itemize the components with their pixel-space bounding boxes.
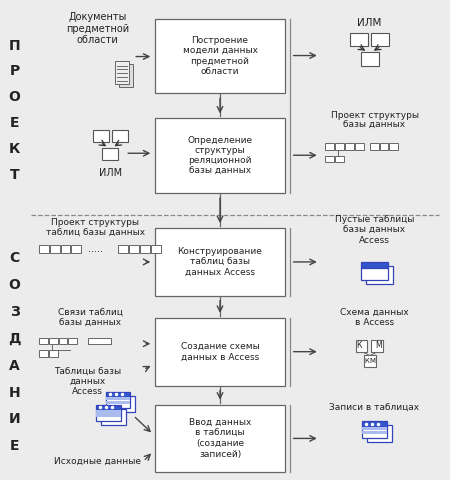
Bar bbox=[151, 245, 161, 253]
Bar bbox=[72, 245, 81, 253]
Text: К: К bbox=[364, 358, 369, 364]
Bar bbox=[50, 245, 59, 253]
Bar bbox=[371, 33, 389, 46]
Text: Создание схемы
данных в Access: Создание схемы данных в Access bbox=[180, 342, 259, 361]
Bar bbox=[39, 245, 49, 253]
FancyBboxPatch shape bbox=[362, 427, 387, 438]
FancyBboxPatch shape bbox=[364, 355, 376, 367]
Text: Проект структуры
базы данных: Проект структуры базы данных bbox=[331, 111, 418, 130]
FancyBboxPatch shape bbox=[361, 268, 388, 280]
Text: М: М bbox=[375, 341, 382, 350]
Text: Определение
структуры
реляционной
базы данных: Определение структуры реляционной базы д… bbox=[188, 136, 252, 176]
Bar bbox=[390, 144, 398, 150]
Text: Построение
модели данных
предметной
области: Построение модели данных предметной обла… bbox=[183, 36, 257, 76]
Text: ИЛМ: ИЛМ bbox=[99, 168, 122, 178]
FancyBboxPatch shape bbox=[155, 318, 285, 385]
Text: Документы
предметной
области: Документы предметной области bbox=[66, 12, 129, 45]
FancyBboxPatch shape bbox=[155, 405, 285, 472]
Text: М: М bbox=[370, 358, 376, 364]
Text: .....: ..... bbox=[88, 244, 103, 254]
Text: К: К bbox=[356, 341, 361, 350]
Bar bbox=[39, 350, 48, 357]
FancyBboxPatch shape bbox=[362, 421, 387, 427]
Text: Конструирование
таблиц базы
данных Access: Конструирование таблиц базы данных Acces… bbox=[178, 247, 262, 277]
Text: Проект структуры
таблиц базы данных: Проект структуры таблиц базы данных bbox=[46, 218, 145, 238]
FancyBboxPatch shape bbox=[367, 425, 392, 443]
FancyBboxPatch shape bbox=[96, 410, 121, 413]
FancyBboxPatch shape bbox=[155, 119, 285, 193]
Bar bbox=[379, 144, 388, 150]
Text: И: И bbox=[9, 412, 20, 426]
Text: Связи таблиц
базы данных: Связи таблиц базы данных bbox=[58, 308, 123, 327]
FancyBboxPatch shape bbox=[371, 340, 383, 351]
FancyBboxPatch shape bbox=[366, 266, 393, 284]
FancyBboxPatch shape bbox=[356, 340, 368, 351]
FancyBboxPatch shape bbox=[106, 397, 130, 400]
Bar bbox=[103, 148, 118, 160]
Bar bbox=[325, 144, 333, 150]
Text: Е: Е bbox=[10, 116, 19, 131]
Text: З: З bbox=[10, 305, 20, 319]
Bar bbox=[49, 350, 58, 357]
FancyBboxPatch shape bbox=[155, 19, 285, 94]
Bar bbox=[60, 245, 71, 253]
FancyBboxPatch shape bbox=[155, 228, 285, 296]
Bar bbox=[350, 33, 368, 46]
FancyBboxPatch shape bbox=[106, 401, 130, 404]
FancyBboxPatch shape bbox=[106, 397, 130, 408]
FancyBboxPatch shape bbox=[96, 405, 121, 410]
FancyBboxPatch shape bbox=[119, 64, 133, 87]
FancyBboxPatch shape bbox=[362, 427, 387, 431]
Text: Записи в таблицах: Записи в таблицах bbox=[329, 403, 419, 412]
Bar bbox=[118, 245, 128, 253]
Bar bbox=[335, 156, 344, 162]
Bar bbox=[355, 144, 364, 150]
Text: ИЛМ: ИЛМ bbox=[357, 18, 382, 28]
Bar bbox=[345, 144, 354, 150]
Bar bbox=[140, 245, 150, 253]
Bar bbox=[335, 144, 344, 150]
FancyBboxPatch shape bbox=[101, 408, 126, 425]
Text: С: С bbox=[9, 251, 20, 265]
Bar bbox=[360, 52, 378, 66]
Text: Таблицы базы
данных
Access: Таблицы базы данных Access bbox=[54, 367, 121, 396]
Text: Д: Д bbox=[9, 332, 21, 346]
FancyBboxPatch shape bbox=[106, 392, 130, 397]
Text: Р: Р bbox=[9, 64, 20, 79]
Bar bbox=[58, 338, 68, 344]
Bar bbox=[129, 245, 139, 253]
Bar bbox=[112, 130, 128, 142]
Bar bbox=[39, 338, 48, 344]
FancyBboxPatch shape bbox=[111, 396, 135, 411]
Text: Т: Т bbox=[10, 168, 19, 182]
Text: А: А bbox=[9, 359, 20, 372]
Bar bbox=[93, 130, 109, 142]
Text: П: П bbox=[9, 38, 20, 53]
Text: О: О bbox=[9, 278, 21, 292]
Bar bbox=[49, 338, 58, 344]
Bar bbox=[325, 156, 333, 162]
Text: О: О bbox=[9, 90, 21, 105]
Bar bbox=[68, 338, 77, 344]
FancyBboxPatch shape bbox=[115, 61, 129, 84]
Text: Ввод данных
в таблицы
(создание
записей): Ввод данных в таблицы (создание записей) bbox=[189, 419, 251, 458]
Text: Исходные данные: Исходные данные bbox=[54, 457, 141, 466]
Text: Схема данных
в Access: Схема данных в Access bbox=[340, 308, 409, 327]
Bar bbox=[369, 144, 378, 150]
Text: Е: Е bbox=[10, 439, 19, 454]
FancyBboxPatch shape bbox=[96, 410, 121, 421]
FancyBboxPatch shape bbox=[96, 414, 121, 417]
Text: К: К bbox=[9, 142, 20, 156]
Bar bbox=[88, 338, 111, 344]
FancyBboxPatch shape bbox=[361, 262, 388, 268]
FancyBboxPatch shape bbox=[362, 431, 387, 434]
Text: Пустые таблицы
базы данных
Access: Пустые таблицы базы данных Access bbox=[335, 215, 414, 245]
Text: Н: Н bbox=[9, 385, 20, 399]
